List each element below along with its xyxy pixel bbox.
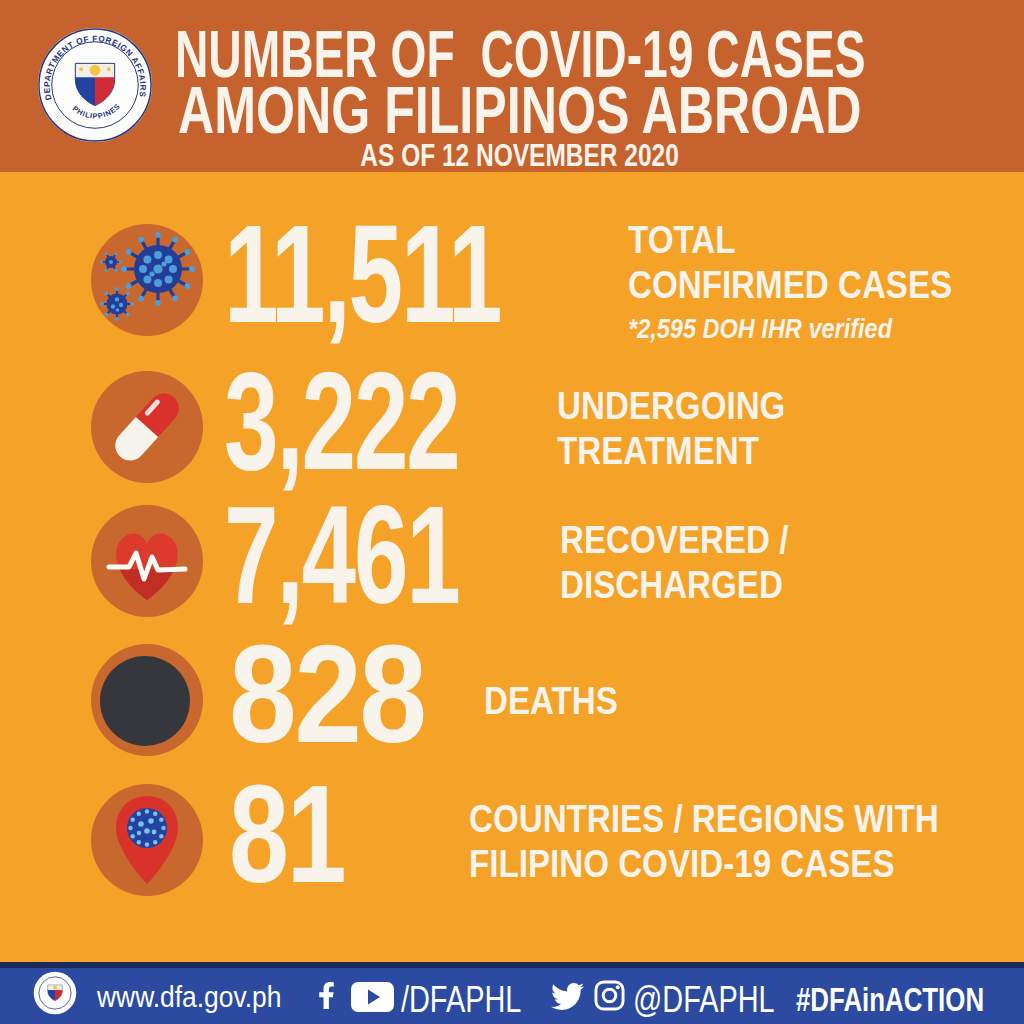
treatment-label: UNDERGOING TREATMENT xyxy=(557,383,826,473)
stat-row-recovered: 7,461 RECOVERED / DISCHARGED xyxy=(0,491,1024,631)
deaths-circle-icon xyxy=(91,644,203,756)
confirmed-count: 11,511 xyxy=(224,193,500,355)
deaths-count: 828 xyxy=(229,613,424,775)
dfa-seal: DEPARTMENT OF FOREIGN AFFAIRS PHILIPPINE… xyxy=(36,26,154,144)
facebook-icon xyxy=(318,980,335,1011)
youtube-icon xyxy=(351,982,394,1012)
header-band: DEPARTMENT OF FOREIGN AFFAIRS PHILIPPINE… xyxy=(0,0,1024,172)
stat-row-treatment: 3,222 UNDERGOING TREATMENT xyxy=(0,357,1024,497)
website-url: www.dfa.gov.ph xyxy=(97,980,307,1014)
deaths-label: DEATHS xyxy=(484,678,641,723)
infographic: DEPARTMENT OF FOREIGN AFFAIRS PHILIPPINE… xyxy=(0,0,1024,1024)
campaign-hashtag: #DFAinACTION xyxy=(796,980,1024,1019)
countries-label: COUNTRIES / REGIONS WITH FILIPINO COVID-… xyxy=(469,796,1022,886)
countries-count: 81 xyxy=(229,753,344,915)
twitter-instagram-handle: @DFAPHL xyxy=(633,979,815,1021)
dfa-seal-small xyxy=(33,971,77,1015)
twitter-icon xyxy=(547,980,588,1013)
recovered-count: 7,461 xyxy=(224,474,459,636)
map-pin-virus-icon xyxy=(91,784,203,896)
stat-row-deaths: 828 DEATHS xyxy=(0,630,1024,770)
facebook-youtube-handle: /DFAPHL xyxy=(401,979,555,1021)
recovered-label: RECOVERED / DISCHARGED xyxy=(560,517,829,607)
confirmed-label: TOTAL CONFIRMED CASES *2,595 DOH IHR ver… xyxy=(628,217,1009,345)
stat-row-countries: 81 COUNTRIES / REGIONS WITH FILIPINO COV… xyxy=(0,770,1024,910)
heart-pulse-icon xyxy=(91,505,203,617)
title-line-2: AMONG FILIPINOS ABROAD xyxy=(178,82,862,138)
virus-icon xyxy=(91,224,203,336)
as-of-date: AS OF 12 NOVEMBER 2020 xyxy=(361,142,679,170)
doh-verified-note: *2,595 DOH IHR verified xyxy=(628,312,948,345)
instagram-icon xyxy=(594,980,625,1011)
capsule-icon xyxy=(91,371,203,483)
stat-row-confirmed: 11,511 TOTAL CONFIRMED CASES *2,595 DOH … xyxy=(0,210,1024,350)
